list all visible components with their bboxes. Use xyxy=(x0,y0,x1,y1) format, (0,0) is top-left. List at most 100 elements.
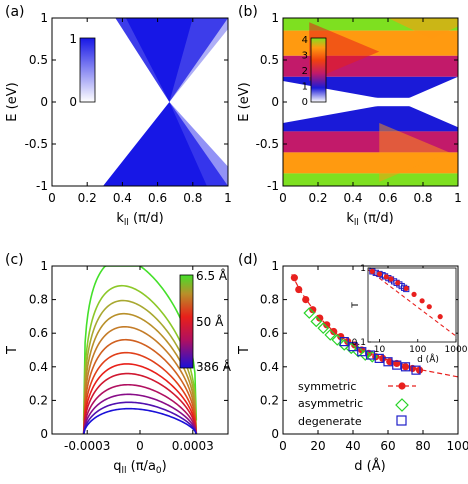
point-symmetric xyxy=(302,296,310,304)
panel-a-xtick-label: 0.8 xyxy=(183,191,202,205)
panel-d-inset-ylabel: T xyxy=(351,302,361,309)
panel-a-xtick-label: 0.4 xyxy=(113,191,132,205)
panel-b-xtick-label: 0.6 xyxy=(378,191,397,205)
inset-point-symmetric xyxy=(383,274,389,280)
panel-d-xtick-label: 0 xyxy=(279,439,287,453)
point-asymmetric xyxy=(303,307,316,319)
lower-cone-halo xyxy=(169,102,228,186)
inset-point-symmetric xyxy=(388,276,394,282)
panel-b-ytick-label: -0.5 xyxy=(256,137,279,151)
legend-marker-asymmetric xyxy=(395,398,409,412)
point-symmetric xyxy=(330,327,338,336)
transmission-curve xyxy=(82,393,198,434)
panel-a-colorbar-max: 1 xyxy=(69,32,77,46)
point-symmetric xyxy=(290,274,298,282)
inset-point-symmetric xyxy=(411,291,417,297)
panel-c-xtick-label: -0.0003 xyxy=(64,439,110,453)
panel-d-xlabel: d (Å) xyxy=(354,458,385,474)
panel-b-colorbar-tick: 2 xyxy=(302,66,308,77)
panel-c-colorbar-top: 6.5 Å xyxy=(196,268,228,283)
inset-xtick-label: 100 xyxy=(409,345,426,355)
transmission-curve xyxy=(82,338,198,434)
crossing-diamond-lower xyxy=(379,123,450,182)
panel-d-inset: 10 100 1000 0.1 1 T d (Å) xyxy=(351,264,468,365)
transmission-curve xyxy=(82,351,198,434)
transmission-curve xyxy=(82,401,198,434)
transmission-curve xyxy=(82,266,198,421)
panel-a-ytick-label: 0 xyxy=(40,95,48,109)
point-asymmetric xyxy=(338,339,351,351)
panel-a-xtick-label: 0.6 xyxy=(148,191,167,205)
panel-c-ytick-label: 0.6 xyxy=(29,326,48,340)
point-degenerate xyxy=(339,337,349,347)
inset-xtick-label: 1000 xyxy=(445,345,468,355)
point-degenerate xyxy=(383,357,393,367)
inset-point-symmetric xyxy=(395,280,401,286)
point-symmetric xyxy=(323,321,331,329)
panel-a-xlabel: kll (π/d) xyxy=(116,211,163,228)
legend-marker-symmetric xyxy=(398,382,406,390)
point-asymmetric xyxy=(310,315,323,328)
point-asymmetric xyxy=(324,329,337,341)
panel-a-xtick-label: 1 xyxy=(224,191,232,205)
panel-a-ytick-label: 1 xyxy=(40,11,48,25)
upper-cone-core xyxy=(125,18,193,102)
panel-d-plot-area xyxy=(290,274,458,378)
inset-ytick-label: 1 xyxy=(360,264,366,274)
panel-a-ytick-label: -0.5 xyxy=(25,137,48,151)
panel-a-colorbar-min: 0 xyxy=(69,95,77,109)
panel-a-ytick-label: -1 xyxy=(36,179,48,193)
inset-point-symmetric xyxy=(403,285,409,292)
panel-b-xtick-label: 0.4 xyxy=(343,191,362,205)
point-degenerate xyxy=(348,342,358,352)
panel-c-plot-area xyxy=(82,266,198,434)
panel-d-ytick-label: 0.2 xyxy=(260,393,279,407)
transmission-curve xyxy=(82,383,198,434)
panel-b-colorbar-tick: 4 xyxy=(302,35,308,46)
panel-d-xtick-label: 40 xyxy=(345,439,360,453)
panel-a-label: (a) xyxy=(5,4,25,20)
inset-fit-line xyxy=(367,269,457,337)
panel-d-ytick-label: 0.8 xyxy=(260,293,279,307)
panel-a-plot-area xyxy=(103,18,228,186)
point-asymmetric xyxy=(345,342,358,355)
panel-b-plot-area xyxy=(283,18,458,186)
panel-d-xtick-label: 20 xyxy=(310,439,325,453)
transmission-curve xyxy=(82,284,198,434)
legend-label-symmetric: symmetric xyxy=(298,380,356,393)
panel-b-label: (b) xyxy=(238,4,258,20)
panel-c-colorbar-mid: 50 Å xyxy=(196,314,224,329)
legend-label-degenerate: degenerate xyxy=(298,415,362,428)
panel-b-xtick-label: 0.8 xyxy=(413,191,432,205)
panel-b-colorbar-tick: 0 xyxy=(302,97,308,108)
panel-c-xtick-label: 0 xyxy=(136,439,144,453)
inset-ytick-label: 0.1 xyxy=(352,338,366,348)
panel-a-xtick-label: 0 xyxy=(48,191,56,205)
panel-b-ytick-label: 0.5 xyxy=(260,53,279,67)
panel-c-ytick-label: 1 xyxy=(40,259,48,273)
inset-point-symmetric xyxy=(437,314,443,320)
inset-point-symmetric xyxy=(376,271,383,277)
panel-a: (a) 0 0.2 0.4 0.6 0.8 1 -1 -0.5 0 0.5 1 1 0 E (eV)… xyxy=(5,4,232,228)
panel-b-ytick-label: 1 xyxy=(271,11,279,25)
panel-b-colorbar-tick: 3 xyxy=(302,51,308,62)
point-symmetric xyxy=(337,332,345,341)
panel-d-ylabel: T xyxy=(237,346,252,355)
transmission-curve xyxy=(82,312,198,434)
point-symmetric xyxy=(316,314,324,322)
panel-d-frame xyxy=(282,265,459,435)
point-degenerate xyxy=(374,353,384,363)
panel-c-colorbar-bottom: 386 Å xyxy=(196,359,232,374)
inset-point-symmetric xyxy=(369,268,375,274)
panel-a-ytick-label: 0.5 xyxy=(29,53,48,67)
point-asymmetric xyxy=(352,345,365,358)
point-symmetric xyxy=(309,306,317,314)
point-degenerate xyxy=(400,362,411,372)
panel-b-ytick-label: -1 xyxy=(267,179,279,193)
panel-a-colorbar xyxy=(79,37,96,103)
lower-cone-band xyxy=(103,102,228,186)
panel-c-label: (c) xyxy=(5,252,24,268)
transmission-curve xyxy=(82,372,198,434)
point-degenerate xyxy=(357,347,367,357)
